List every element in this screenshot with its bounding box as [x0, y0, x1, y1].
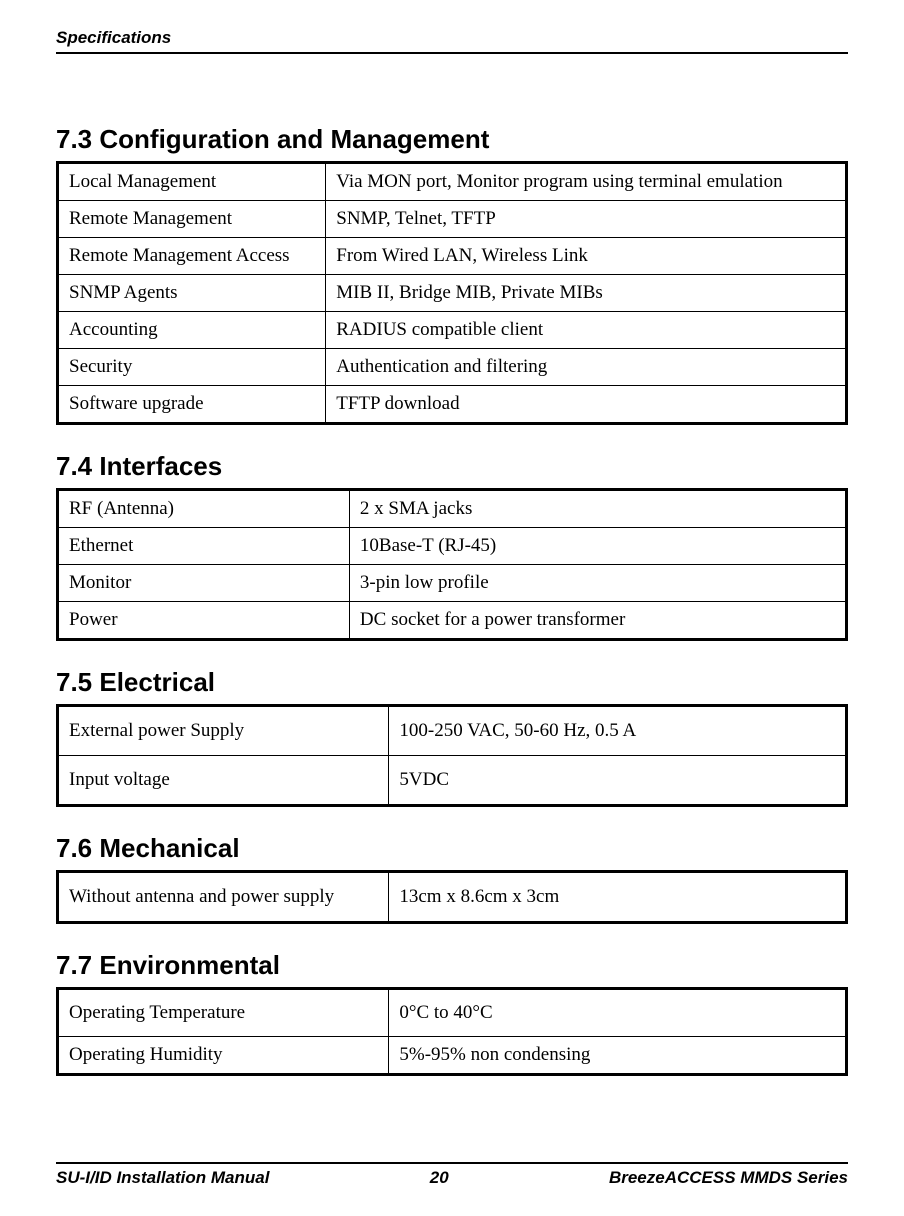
table-row: SecurityAuthentication and filtering: [58, 349, 847, 386]
table-row: RF (Antenna)2 x SMA jacks: [58, 490, 847, 528]
section-heading-7-3: 7.3 Configuration and Management: [56, 124, 848, 155]
cell-label: SNMP Agents: [58, 275, 326, 312]
spacer: [56, 924, 848, 950]
cell-value: Via MON port, Monitor program using term…: [326, 163, 847, 201]
section-heading-7-6: 7.6 Mechanical: [56, 833, 848, 864]
cell-value: 100-250 VAC, 50-60 Hz, 0.5 A: [389, 706, 847, 756]
section-heading-7-4: 7.4 Interfaces: [56, 451, 848, 482]
cell-value: Authentication and filtering: [326, 349, 847, 386]
cell-label: Operating Temperature: [58, 989, 389, 1037]
table-row: AccountingRADIUS compatible client: [58, 312, 847, 349]
spacer: [56, 807, 848, 833]
footer-right: BreezeACCESS MMDS Series: [609, 1168, 848, 1188]
spacer: [56, 54, 848, 124]
cell-value: RADIUS compatible client: [326, 312, 847, 349]
cell-label: Remote Management Access: [58, 238, 326, 275]
cell-label: Software upgrade: [58, 386, 326, 424]
spacer: [56, 641, 848, 667]
cell-value: TFTP download: [326, 386, 847, 424]
footer-rule: [56, 1162, 848, 1164]
footer-center: 20: [430, 1168, 449, 1188]
cell-value: 2 x SMA jacks: [349, 490, 846, 528]
table-row: Without antenna and power supply13cm x 8…: [58, 872, 847, 923]
table-row: Operating Temperature0°C to 40°C: [58, 989, 847, 1037]
table-environmental: Operating Temperature0°C to 40°C Operati…: [56, 987, 848, 1076]
table-row: Remote ManagementSNMP, Telnet, TFTP: [58, 201, 847, 238]
cell-value: 5VDC: [389, 756, 847, 806]
cell-label: Remote Management: [58, 201, 326, 238]
table-row: Ethernet10Base-T (RJ-45): [58, 528, 847, 565]
cell-value: MIB II, Bridge MIB, Private MIBs: [326, 275, 847, 312]
cell-label: Power: [58, 602, 350, 640]
table-row: Software upgradeTFTP download: [58, 386, 847, 424]
table-electrical: External power Supply100-250 VAC, 50-60 …: [56, 704, 848, 807]
cell-label: RF (Antenna): [58, 490, 350, 528]
cell-label: External power Supply: [58, 706, 389, 756]
cell-label: Security: [58, 349, 326, 386]
cell-value: DC socket for a power transformer: [349, 602, 846, 640]
cell-label: Input voltage: [58, 756, 389, 806]
cell-value: SNMP, Telnet, TFTP: [326, 201, 847, 238]
table-row: PowerDC socket for a power transformer: [58, 602, 847, 640]
cell-label: Ethernet: [58, 528, 350, 565]
cell-label: Operating Humidity: [58, 1037, 389, 1075]
table-mechanical: Without antenna and power supply13cm x 8…: [56, 870, 848, 924]
table-row: Operating Humidity5%-95% non condensing: [58, 1037, 847, 1075]
cell-value: From Wired LAN, Wireless Link: [326, 238, 847, 275]
cell-label: Accounting: [58, 312, 326, 349]
section-heading-7-5: 7.5 Electrical: [56, 667, 848, 698]
cell-label: Without antenna and power supply: [58, 872, 389, 923]
spacer: [56, 425, 848, 451]
page-footer: SU-I/ID Installation Manual 20 BreezeACC…: [56, 1162, 848, 1188]
table-row: SNMP AgentsMIB II, Bridge MIB, Private M…: [58, 275, 847, 312]
cell-value: 3-pin low profile: [349, 565, 846, 602]
page: Specifications 7.3 Configuration and Man…: [0, 0, 904, 1216]
table-configuration-management: Local ManagementVia MON port, Monitor pr…: [56, 161, 848, 425]
running-header: Specifications: [56, 28, 848, 48]
cell-value: 10Base-T (RJ-45): [349, 528, 846, 565]
table-row: Monitor3-pin low profile: [58, 565, 847, 602]
table-row: External power Supply100-250 VAC, 50-60 …: [58, 706, 847, 756]
cell-label: Local Management: [58, 163, 326, 201]
cell-value: 5%-95% non condensing: [389, 1037, 847, 1075]
table-row: Input voltage5VDC: [58, 756, 847, 806]
table-row: Local ManagementVia MON port, Monitor pr…: [58, 163, 847, 201]
cell-label: Monitor: [58, 565, 350, 602]
section-heading-7-7: 7.7 Environmental: [56, 950, 848, 981]
footer-left: SU-I/ID Installation Manual: [56, 1168, 269, 1188]
table-interfaces: RF (Antenna)2 x SMA jacks Ethernet10Base…: [56, 488, 848, 641]
cell-value: 0°C to 40°C: [389, 989, 847, 1037]
cell-value: 13cm x 8.6cm x 3cm: [389, 872, 847, 923]
footer-row: SU-I/ID Installation Manual 20 BreezeACC…: [56, 1168, 848, 1188]
table-row: Remote Management AccessFrom Wired LAN, …: [58, 238, 847, 275]
